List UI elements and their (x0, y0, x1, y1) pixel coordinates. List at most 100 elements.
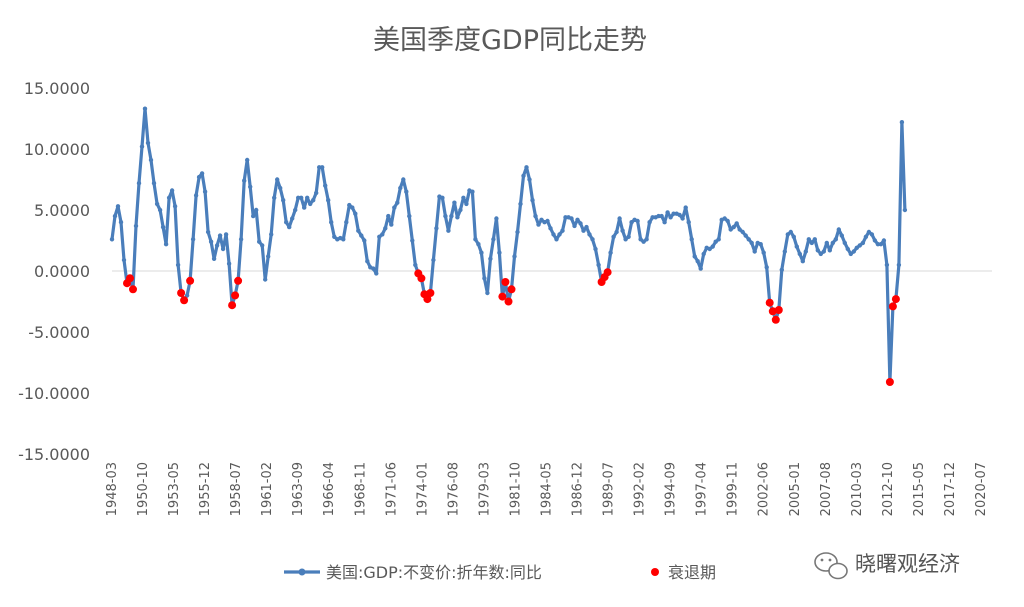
x-tick-label: 2017-12 (943, 462, 958, 516)
gdp-point (533, 213, 538, 219)
gdp-point (154, 201, 160, 207)
gdp-point (677, 212, 682, 218)
gdp-point (797, 251, 802, 257)
x-tick-label: 1986-12 (571, 462, 586, 516)
gdp-point (323, 183, 328, 188)
gdp-point (581, 228, 586, 233)
gdp-point (896, 262, 902, 268)
gdp-point (611, 234, 616, 239)
y-axis: 15.0000 10.0000 5.0000 0.0000 -5.0000 -10.000… (18, 79, 90, 464)
gdp-point (641, 239, 646, 244)
gdp-point (524, 165, 529, 170)
gdp-point (118, 220, 124, 225)
gdp-point (662, 220, 667, 225)
recession-point (504, 297, 513, 306)
gdp-point (575, 217, 580, 222)
gdp-point (686, 220, 691, 225)
gdp-point (818, 251, 823, 257)
x-tick-label: 1963-09 (291, 462, 306, 516)
gdp-point (794, 244, 799, 249)
gdp-point (815, 248, 820, 253)
gdp-point (251, 213, 256, 219)
gdp-point (365, 259, 370, 264)
gdp-point (635, 218, 640, 224)
gdp-point (184, 293, 190, 298)
gdp-point (824, 240, 829, 246)
gdp-point (214, 243, 220, 248)
x-tick-label: 1968-11 (353, 462, 368, 516)
chart-title: 美国季度GDP同比走势 (373, 25, 647, 56)
gdp-point (248, 184, 253, 189)
gdp-point (680, 216, 685, 221)
gdp-point (163, 242, 169, 247)
gdp-point (482, 276, 487, 281)
gdp-point (698, 266, 703, 271)
gdp-point (827, 248, 832, 253)
gdp-point (281, 198, 286, 203)
gdp-point (701, 251, 706, 257)
x-tick-label: 1979-03 (477, 462, 492, 516)
recession-point (501, 278, 510, 286)
gdp-point (782, 249, 787, 254)
gdp-point (413, 262, 418, 268)
gdp-point (845, 246, 850, 252)
gdp-point (713, 239, 718, 244)
x-tick-label: 1981-10 (508, 462, 523, 516)
gdp-point (758, 242, 763, 247)
gdp-point (172, 204, 178, 209)
gdp-point (362, 238, 367, 243)
gdp-point (455, 215, 460, 220)
gdp-point (530, 198, 535, 203)
gdp-point (761, 250, 766, 255)
x-tick-label: 1994-09 (664, 462, 679, 516)
gdp-point (821, 249, 826, 254)
recession-point (126, 274, 134, 283)
gdp-point (902, 207, 908, 213)
gdp-point (476, 242, 481, 247)
x-tick-label: 1961-02 (260, 462, 275, 516)
gdp-point (707, 246, 712, 252)
recession-point (765, 298, 774, 307)
gdp-point (626, 234, 631, 239)
gdp-point (557, 232, 562, 237)
recession-point (498, 292, 507, 301)
gdp-point (485, 290, 490, 296)
gdp-point (512, 254, 517, 259)
gdp-point (785, 232, 790, 237)
gdp-point (560, 228, 565, 233)
gdp-point (202, 189, 208, 194)
gdp-point (272, 195, 277, 200)
gdp-point (380, 232, 385, 237)
gdp-point (458, 207, 463, 213)
recession-points (123, 268, 900, 386)
recession-point (423, 295, 432, 304)
y-tick-label: -15.0000 (18, 445, 90, 464)
recession-point (768, 307, 777, 316)
gdp-point (572, 223, 577, 229)
gdp-point (464, 201, 469, 207)
gdp-point (260, 243, 265, 248)
gdp-point (311, 198, 316, 203)
x-tick-label: 1955-12 (198, 462, 213, 516)
legend-recession-swatch (651, 568, 659, 576)
recession-point (888, 302, 897, 311)
x-tick-label: 1974-01 (415, 462, 430, 516)
x-tick-label: 1958-07 (229, 462, 244, 516)
gdp-point (302, 205, 307, 210)
gdp-point (491, 237, 496, 242)
x-tick-label: 1966-04 (322, 462, 337, 516)
gdp-point (836, 227, 841, 232)
gdp-point (752, 249, 757, 254)
gdp-point (290, 216, 295, 221)
gdp-point (440, 195, 445, 200)
gdp-point (881, 238, 887, 243)
gdp-point (269, 232, 274, 237)
gdp-point (536, 222, 541, 227)
recession-point (426, 289, 435, 297)
x-tick-label: 2012-10 (881, 462, 896, 516)
gdp-point (166, 195, 172, 200)
gdp-point (734, 221, 739, 226)
gdp-point (377, 234, 382, 239)
x-tick-label: 1992-02 (633, 462, 648, 516)
gdp-point (494, 216, 499, 221)
